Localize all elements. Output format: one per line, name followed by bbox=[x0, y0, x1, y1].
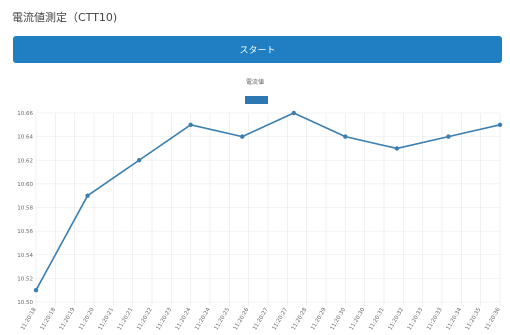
data-point[interactable] bbox=[33, 287, 39, 293]
x-tick-label: 11:20:25 bbox=[214, 307, 232, 332]
y-tick-label: 10.62 bbox=[17, 158, 33, 164]
data-point[interactable] bbox=[85, 193, 90, 198]
data-point[interactable] bbox=[343, 134, 348, 139]
y-tick-label: 10.58 bbox=[17, 206, 33, 212]
x-tick-label: 11:20:19 bbox=[59, 307, 77, 332]
y-tick-label: 10.54 bbox=[17, 253, 33, 259]
x-tick-label: 11:20:21 bbox=[98, 307, 116, 331]
chart-grid bbox=[35, 112, 501, 306]
data-point[interactable] bbox=[497, 122, 503, 128]
legend-label: 電流値 bbox=[246, 78, 264, 86]
series-line bbox=[35, 112, 501, 291]
y-tick-label: 10.66 bbox=[17, 111, 33, 117]
x-tick-label: 11:20:23 bbox=[156, 307, 174, 332]
start-button[interactable]: スタート bbox=[13, 36, 502, 63]
x-tick-label: 11:20:22 bbox=[136, 307, 154, 331]
legend-swatch[interactable] bbox=[245, 96, 268, 104]
y-axis-ticks: 10.66 10.64 10.62 10.60 10.58 10.56 10.54 10.52… bbox=[17, 111, 33, 306]
data-point[interactable] bbox=[136, 158, 142, 163]
x-tick-label: 11:20:35 bbox=[465, 307, 483, 332]
x-tick-label: 11:20:31 bbox=[368, 307, 386, 331]
x-tick-label: 11:20:29 bbox=[310, 307, 328, 332]
x-tick-label: 11:20:18 bbox=[20, 307, 38, 332]
data-point[interactable] bbox=[240, 134, 245, 139]
page-title: 電流値測定（CTT10) bbox=[12, 11, 118, 24]
y-tick-label: 10.52 bbox=[17, 276, 33, 282]
current-line-chart: 電流値 10.6610.6410.6210.6010.5810.5610.541… bbox=[17, 78, 503, 332]
y-tick-label: 10.56 bbox=[17, 229, 33, 235]
x-tick-label: 11:20:28 bbox=[291, 307, 309, 332]
x-tick-label: 11:20:27 bbox=[252, 307, 270, 332]
x-tick-label: 11:20:27 bbox=[272, 307, 290, 332]
x-tick-label: 11:20:18 bbox=[40, 307, 58, 332]
chart-series bbox=[33, 110, 503, 293]
x-tick-label: 11:20:32 bbox=[388, 307, 406, 331]
y-tick-label: 10.64 bbox=[17, 135, 33, 141]
x-tick-label: 11:20:26 bbox=[233, 307, 251, 332]
x-tick-label: 11:20:30 bbox=[330, 307, 348, 332]
x-tick-label: 11:20:24 bbox=[194, 307, 212, 332]
x-tick-label: 11:20:24 bbox=[175, 307, 193, 332]
y-tick-label: 10.50 bbox=[17, 300, 33, 306]
data-point[interactable] bbox=[446, 134, 451, 139]
x-tick-label: 11:20:34 bbox=[446, 307, 464, 332]
x-tick-label: 11:20:21 bbox=[117, 307, 135, 331]
x-tick-label: 11:20:33 bbox=[407, 307, 425, 332]
x-tick-label: 11:20:36 bbox=[484, 307, 502, 332]
x-axis-ticks: 11:20:18 11:20:18 11:20:19 11:20:20 11:20:21… bbox=[20, 307, 502, 332]
y-tick-label: 10.60 bbox=[17, 182, 33, 188]
x-tick-label: 11:20:30 bbox=[349, 307, 367, 332]
data-point[interactable] bbox=[394, 146, 400, 151]
x-tick-label: 11:20:33 bbox=[426, 307, 444, 332]
data-point[interactable] bbox=[291, 110, 296, 116]
data-point[interactable] bbox=[188, 122, 193, 128]
x-tick-label: 11:20:20 bbox=[78, 307, 96, 332]
chart-legend[interactable]: 電流値 bbox=[245, 78, 268, 104]
